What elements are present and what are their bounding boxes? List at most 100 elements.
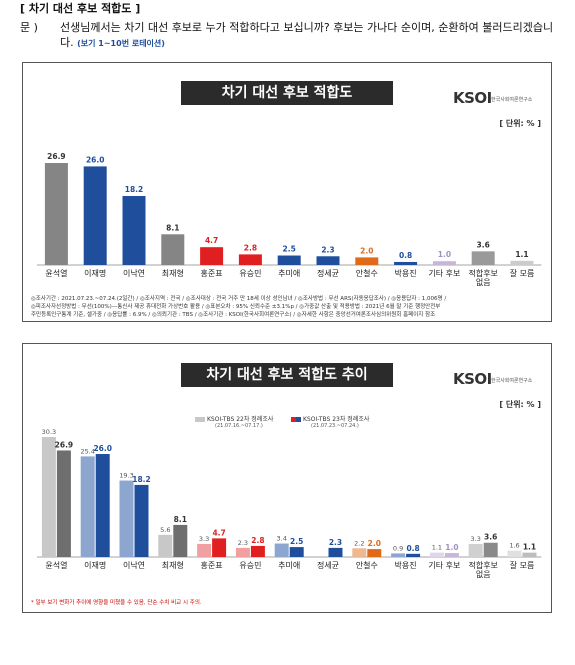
- category-label: 최재형: [162, 268, 184, 278]
- data-label-prev: 1.1: [432, 544, 442, 552]
- data-label: 1.1: [515, 250, 528, 259]
- footnote-line: 주민등록인구통계 기준, 셀가중 / ◎응답률 : 6.9% / ◎의뢰기관 :…: [31, 312, 436, 318]
- data-label-curr: 1.1: [523, 543, 536, 552]
- ksoi-logo: KSOI: [453, 370, 492, 388]
- data-label: 0.8: [399, 251, 412, 260]
- data-label: 18.2: [125, 185, 144, 194]
- data-label: 2.0: [360, 246, 373, 255]
- data-label-prev: 3.3: [471, 535, 481, 543]
- bar-curr: [250, 545, 265, 557]
- category-label: 안철수: [356, 268, 378, 278]
- trend-footnote: * 일부 보기 변화가 추이에 영향을 미쳤을 수 있음, 단순 수치 비교 시…: [31, 600, 202, 606]
- data-label-curr: 2.5: [290, 537, 303, 546]
- data-label-curr: 3.6: [484, 533, 497, 542]
- data-label: 26.0: [86, 155, 105, 164]
- bar-curr: [134, 484, 149, 557]
- data-label-prev: 3.4: [277, 535, 287, 543]
- data-label-prev: 3.3: [199, 535, 209, 543]
- category-label: 유승민: [239, 560, 261, 570]
- data-label-curr: 2.8: [251, 536, 264, 545]
- bar: [122, 195, 146, 265]
- legend-item-curr: KSOI-TBS 23차 정례조사 (21.07.23.~07.24.): [291, 414, 369, 429]
- bar-curr: [444, 553, 459, 557]
- bar: [277, 255, 301, 265]
- data-label: 2.3: [321, 245, 334, 254]
- category-label: 없음: [476, 570, 491, 579]
- bar: [355, 257, 379, 265]
- data-label: 1.0: [438, 250, 451, 259]
- category-label: 홍준표: [201, 560, 223, 570]
- category-label: 정세균: [317, 560, 339, 570]
- legend-swatch: [291, 417, 301, 422]
- bar: [316, 256, 340, 265]
- bar-curr: [173, 524, 188, 557]
- category-label: 없음: [476, 278, 491, 287]
- ksoi-logo-subtitle: 한국사회여론연구소: [491, 378, 533, 384]
- category-label: 안철수: [356, 560, 378, 570]
- data-label-prev: 30.3: [42, 428, 56, 436]
- bar-prev: [507, 550, 522, 557]
- bar-prev: [41, 437, 56, 557]
- data-label-prev: 5.6: [160, 526, 170, 534]
- category-label: 이낙연: [123, 560, 145, 570]
- category-label: 추미애: [278, 269, 300, 278]
- data-label-curr: 2.3: [329, 538, 342, 547]
- data-label-curr: 8.1: [174, 515, 187, 524]
- data-label-curr: 1.0: [445, 543, 458, 552]
- category-label: 유승민: [239, 268, 261, 278]
- bar-curr: [367, 549, 382, 557]
- footnote-line: ◎조사기간 : 2021.07.23.~07.24.(2일간) / ◎조사지역 …: [31, 296, 447, 302]
- bar-prev: [468, 543, 483, 557]
- legend-item-prev: KSOI-TBS 22차 정례조사 (21.07.16.~07.17.): [195, 414, 273, 429]
- category-label: 박용진: [395, 560, 417, 570]
- bar-prev: [235, 547, 250, 557]
- bar: [394, 261, 418, 265]
- category-label: 기타 후보: [428, 561, 460, 570]
- category-label: 이재명: [84, 560, 106, 570]
- bar: [432, 261, 456, 265]
- ksoi-logo: KSOI: [453, 89, 492, 107]
- bar-curr: [289, 547, 304, 557]
- question-label: 문 ): [20, 21, 38, 34]
- bar-curr: [522, 552, 537, 557]
- data-label-prev: 1.6: [509, 542, 519, 550]
- bar-prev: [80, 456, 95, 557]
- data-label: 26.9: [47, 152, 66, 161]
- data-label-curr: 18.2: [132, 475, 151, 484]
- category-label: 박용진: [395, 268, 417, 278]
- bar-curr: [212, 538, 227, 557]
- data-label-curr: 26.0: [93, 444, 112, 453]
- data-label-curr: 26.9: [55, 440, 74, 449]
- data-label-prev: 2.3: [238, 539, 248, 547]
- question-text: 선생님께서는 차기 대선 후보로 누가 적합하다고 보십니까? 후보는 가나다 …: [60, 21, 554, 49]
- bar: [161, 234, 185, 265]
- data-label: 2.8: [244, 243, 257, 252]
- data-label: 3.6: [477, 240, 490, 249]
- bar-chart-trend: 30.3 26.9 윤석열 25.426.0 이재명 19.318.2 이낙연 5.6 8.1 최…: [37, 428, 542, 579]
- survey-footnotes: ◎조사기간 : 2021.07.23.~07.24.(2일간) / ◎조사지역 …: [31, 295, 546, 319]
- legend-swatch: [195, 417, 205, 422]
- bar-prev: [274, 543, 289, 557]
- bar-prev: [391, 553, 406, 557]
- data-label-prev: 0.9: [393, 544, 403, 552]
- category-label: 적합후보: [468, 268, 497, 278]
- bar: [44, 163, 68, 265]
- category-label: 잘 모름: [510, 269, 535, 278]
- unit-label: [ 단위: % ]: [499, 400, 541, 409]
- category-label: 추미애: [278, 561, 300, 570]
- data-label-curr: 2.0: [368, 539, 381, 548]
- footnote-line: ◎피조사자선정방법 : 무선(100%)—통신사 제공 휴대전화 가상번호 활용…: [31, 304, 441, 310]
- section-title: [ 차기 대선 후보 적합도 ]: [20, 2, 141, 15]
- unit-label: [ 단위: % ]: [499, 119, 541, 128]
- data-label-prev: 25.4: [80, 447, 94, 455]
- bar: [83, 166, 107, 265]
- bar-curr: [406, 553, 421, 557]
- bar-prev: [119, 480, 134, 557]
- category-label: 기타 후보: [428, 269, 460, 278]
- ksoi-logo-subtitle: 한국사회여론연구소: [491, 97, 533, 103]
- bar-prev: [429, 552, 444, 557]
- bar-curr: [328, 547, 343, 557]
- data-label: 8.1: [166, 223, 179, 232]
- bar-curr: [56, 450, 71, 557]
- category-label: 홍준표: [201, 268, 223, 278]
